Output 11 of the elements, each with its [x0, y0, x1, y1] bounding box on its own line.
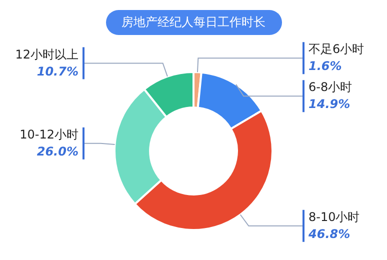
data-label: 10.7%: [36, 64, 78, 78]
slice-label: 10-12小时: [20, 128, 78, 142]
slice-label: 不足6小时: [308, 42, 364, 56]
slice-label: 6-8小时: [308, 80, 352, 94]
data-label: 1.6%: [308, 59, 342, 74]
data-label: 14.9%: [308, 97, 350, 112]
data-label: 46.8%: [308, 227, 350, 242]
slice-label: 12小时以上: [15, 47, 78, 62]
slice-label: 8-10小时: [308, 210, 360, 224]
chart-title: 房地产经纪人每日工作时长: [106, 10, 282, 35]
data-label: 26.0%: [36, 144, 78, 159]
